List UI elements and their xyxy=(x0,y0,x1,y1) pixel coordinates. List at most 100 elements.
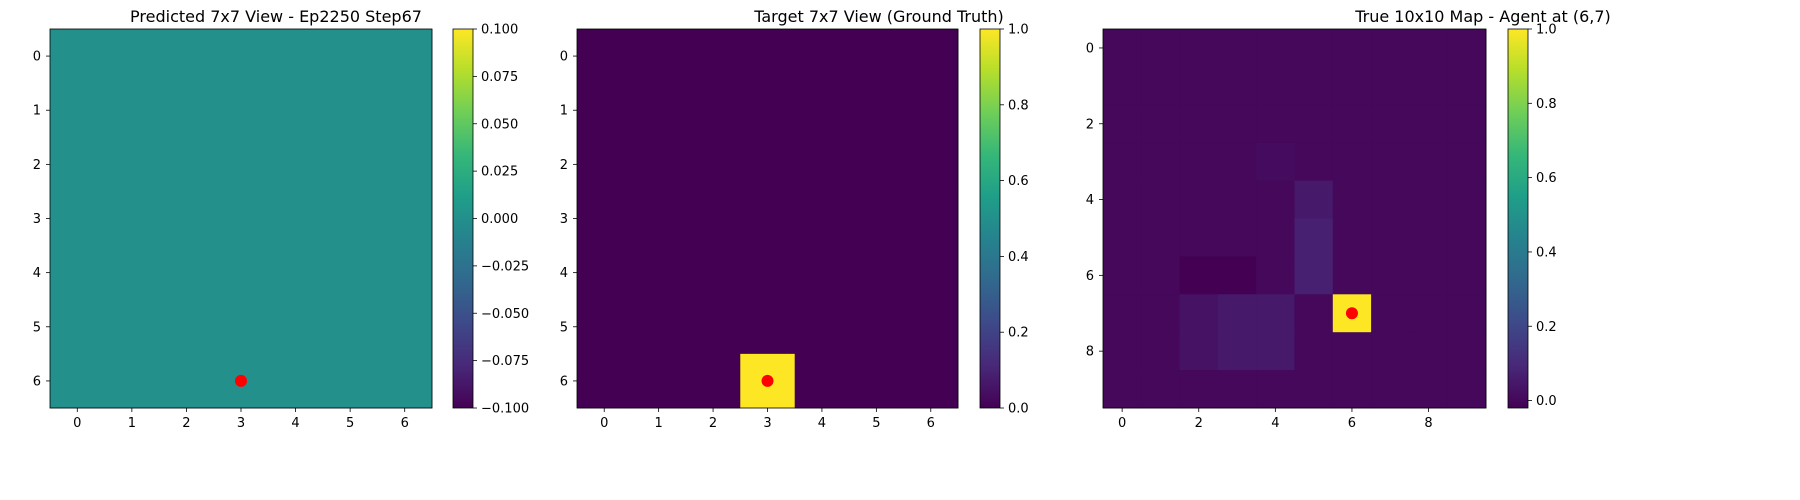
heatmap-cell xyxy=(268,137,324,192)
y-tick-label: 2 xyxy=(33,158,41,173)
colorbar-tick-label: 0.6 xyxy=(1008,174,1029,189)
x-tick-label: 3 xyxy=(237,416,245,431)
heatmap-cell xyxy=(1217,370,1257,409)
y-tick-label: 6 xyxy=(1086,269,1094,284)
heatmap-cell xyxy=(1371,256,1410,295)
heatmap-cell xyxy=(50,137,105,192)
heatmap-cell xyxy=(1141,370,1180,409)
heatmap-cell xyxy=(322,83,378,138)
heatmap-cell xyxy=(740,137,796,192)
x-tick-label: 5 xyxy=(346,416,354,431)
heatmap-cell xyxy=(1371,29,1410,68)
heatmap-cell xyxy=(159,83,215,138)
heatmap-cell xyxy=(1409,104,1449,144)
heatmap-cell xyxy=(903,29,959,84)
heatmap-cell xyxy=(903,245,959,301)
heatmap-cell xyxy=(1332,256,1372,295)
heatmap-cell xyxy=(1103,332,1142,371)
x-tick-label: 4 xyxy=(1271,416,1279,431)
agent-marker xyxy=(1345,307,1358,320)
heatmap-cell xyxy=(1371,104,1410,144)
heatmap-cell xyxy=(377,29,433,84)
heatmap-cell xyxy=(1141,142,1180,181)
heatmap-cell xyxy=(1217,29,1257,68)
chart-title: Predicted 7x7 View - Ep2250 Step67 xyxy=(130,7,422,26)
colorbar-tick-label: 0.8 xyxy=(1008,98,1029,113)
axes-frame xyxy=(1102,28,1487,409)
heatmap-cell xyxy=(849,191,904,246)
colorbar-tick-label: −0.050 xyxy=(481,307,529,322)
colorbar-tick-label: 0.025 xyxy=(481,165,518,180)
heatmap-cell xyxy=(1217,294,1257,333)
heatmap-cell xyxy=(1103,218,1142,257)
heatmap-cell xyxy=(1294,180,1334,219)
heatmap-cell xyxy=(577,29,632,84)
x-tick-label: 6 xyxy=(927,416,935,431)
colorbar-tick-label: 0.0 xyxy=(1008,402,1029,417)
heatmap-cell xyxy=(1217,66,1257,106)
y-tick-label: 4 xyxy=(560,266,568,281)
y-tick-label: 3 xyxy=(33,212,41,227)
y-tick-label: 0 xyxy=(33,50,41,65)
heatmap-cell xyxy=(213,83,269,138)
heatmap-cell xyxy=(1141,332,1180,371)
heatmap-cell xyxy=(685,353,741,409)
heatmap-cell xyxy=(685,137,741,192)
heatmap-cell xyxy=(849,353,904,409)
heatmap-cell xyxy=(1217,180,1257,219)
colorbar-tick-label: 0.075 xyxy=(481,70,518,85)
colorbar xyxy=(979,28,1001,409)
heatmap-cell xyxy=(322,191,378,246)
heatmap-cell xyxy=(849,245,904,301)
colorbar-tick-label: 0.100 xyxy=(481,23,518,38)
heatmap-cell xyxy=(631,245,687,301)
heatmap-cell xyxy=(1409,218,1449,257)
heatmap-cell xyxy=(322,29,378,84)
heatmap-cell xyxy=(1294,66,1334,106)
heatmap-cell xyxy=(577,137,632,192)
heatmap-cell xyxy=(268,245,324,301)
heatmap-cell xyxy=(1179,256,1219,295)
heatmap-cell xyxy=(1447,104,1487,144)
heatmap-cell xyxy=(631,299,687,355)
heatmap-cell xyxy=(1294,142,1334,181)
heatmap-cell xyxy=(377,299,433,355)
panel-true-map: True 10x10 Map - Agent at (6,7) 0 2 4 6 8 0 2 4… xyxy=(1086,7,1611,431)
heatmap-cell xyxy=(104,353,160,409)
heatmap-cell xyxy=(631,191,687,246)
heatmap-cell xyxy=(1256,180,1295,219)
heatmap-cell xyxy=(1103,180,1142,219)
heatmap-cell xyxy=(1447,180,1487,219)
heatmap-cell xyxy=(903,83,959,138)
heatmap-cell xyxy=(1256,142,1295,181)
heatmap-cell xyxy=(1256,332,1295,371)
heatmap-cell xyxy=(104,83,160,138)
heatmap-cell xyxy=(1179,104,1219,144)
heatmap-cell xyxy=(1179,294,1219,333)
heatmap-cell xyxy=(1332,370,1372,409)
colorbar-tick-label: −0.075 xyxy=(481,354,529,369)
colorbar-tick-label: 0.6 xyxy=(1536,171,1557,186)
heatmap-cell xyxy=(794,191,850,246)
y-tick-label: 1 xyxy=(33,104,41,119)
heatmap-cell xyxy=(1371,142,1410,181)
colorbar-tick-label: 0.4 xyxy=(1536,245,1557,260)
heatmap-cell xyxy=(50,29,105,84)
colorbar-tick-label: 0.2 xyxy=(1008,326,1029,341)
x-tick-label: 6 xyxy=(1348,416,1356,431)
x-tick-label: 0 xyxy=(73,416,81,431)
heatmap-cell xyxy=(1409,332,1449,371)
heatmap-cell xyxy=(213,137,269,192)
y-tick-label: 3 xyxy=(560,212,568,227)
heatmap-cell xyxy=(1332,29,1372,68)
colorbar-tick-label: 0.2 xyxy=(1536,320,1557,335)
heatmap-cell xyxy=(268,299,324,355)
y-tick-label: 2 xyxy=(560,158,568,173)
heatmap-cell xyxy=(1217,218,1257,257)
heatmap-cell xyxy=(50,299,105,355)
heatmap-cell xyxy=(1409,370,1449,409)
heatmap-cell xyxy=(50,245,105,301)
x-tick-label: 5 xyxy=(872,416,880,431)
colorbar-tick-label: 1.0 xyxy=(1536,23,1557,38)
